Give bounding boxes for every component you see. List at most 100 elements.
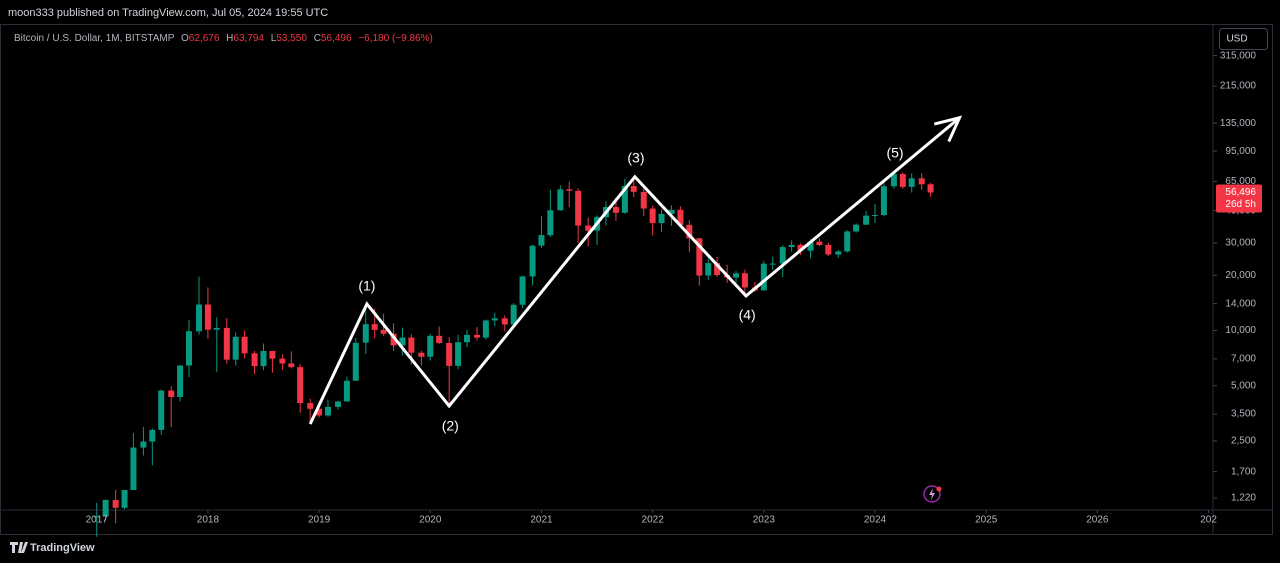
candle-body (223, 327, 230, 360)
candle-body (196, 304, 203, 332)
candle-body (241, 336, 248, 354)
candle-body (668, 209, 675, 214)
candle-body (140, 441, 147, 448)
x-tick-label: 202 (1200, 515, 1217, 526)
legend: Bitcoin / U.S. Dollar, 1M, BITSTAMP O62,… (14, 33, 433, 44)
candle-body (213, 327, 220, 330)
candle-body (279, 358, 286, 364)
candle-body (121, 489, 128, 508)
x-tick-label: 2023 (753, 515, 776, 526)
candle-body (316, 408, 323, 416)
legend-value: 62,676 (189, 33, 220, 44)
legend-key: C (314, 33, 321, 44)
legend-key: O (181, 33, 189, 44)
candle-body (362, 324, 369, 343)
candle-body (918, 178, 925, 185)
y-tick-label: 135,000 (1220, 118, 1257, 129)
candle-body (371, 324, 378, 330)
legend-value: 53,550 (276, 33, 307, 44)
candle-body (612, 207, 619, 213)
candle-body (177, 365, 184, 397)
currency-label[interactable]: USD (1226, 34, 1247, 45)
candle-body (510, 304, 517, 325)
candle-body (251, 353, 258, 367)
arrow-head (933, 115, 963, 143)
candle-body (288, 363, 295, 368)
alert-bolt (929, 488, 935, 500)
candle-body (686, 224, 693, 239)
price-tag-countdown: 26d 5h (1225, 199, 1256, 210)
candle-body (621, 186, 628, 213)
candle-body (204, 304, 211, 330)
candle-body (112, 500, 119, 508)
candle-body (696, 238, 703, 276)
candle-body (529, 245, 536, 277)
candle-body (779, 247, 786, 264)
y-tick-label: 10,000 (1225, 325, 1256, 336)
candle-body (714, 263, 721, 276)
candle-body (872, 215, 879, 217)
wave-label: (1) (358, 278, 375, 294)
x-tick-label: 2020 (419, 515, 442, 526)
y-tick-label: 20,000 (1225, 270, 1256, 281)
candle-body (455, 342, 462, 366)
candle-body (844, 231, 851, 252)
candle-body (649, 208, 656, 224)
candle-body (538, 235, 545, 246)
x-tick-label: 2026 (1086, 515, 1109, 526)
candle-body (899, 173, 906, 187)
candle-body (807, 241, 814, 251)
candle-body (769, 263, 776, 265)
x-tick-label: 2022 (642, 515, 665, 526)
candle-body (519, 276, 526, 305)
candle-body (297, 367, 304, 404)
candle-body (760, 263, 767, 291)
wave-label: (2) (442, 418, 459, 434)
wave-label: (5) (886, 144, 903, 160)
y-tick-label: 65,000 (1225, 176, 1256, 187)
candle-body (307, 403, 314, 409)
candle-body (324, 406, 331, 416)
candle-body (390, 333, 397, 346)
y-tick-label: 5,000 (1231, 380, 1256, 391)
candle-body (149, 429, 156, 442)
candle-body (334, 401, 341, 407)
candle-body (269, 350, 276, 359)
wave-label: (4) (739, 307, 756, 323)
brand: TradingView (30, 542, 95, 554)
candle-body (232, 336, 239, 360)
y-tick-label: 315,000 (1220, 50, 1257, 61)
candle-body (186, 331, 193, 366)
candle-body (93, 516, 100, 518)
alert-dot (936, 486, 942, 492)
y-tick-label: 1,220 (1231, 493, 1256, 504)
price-tag (1216, 184, 1262, 213)
candle-body (168, 390, 175, 397)
y-tick-label: 30,000 (1225, 238, 1256, 249)
candle-body (705, 263, 712, 276)
symbol: Bitcoin / U.S. Dollar, 1M, BITSTAMP (14, 33, 175, 44)
x-tick-label: 2019 (308, 515, 331, 526)
candle-body (427, 335, 434, 357)
candle-body (473, 334, 480, 338)
y-tick-label: 3,500 (1231, 409, 1256, 420)
candle-body (863, 215, 870, 225)
alert-icon[interactable] (923, 485, 941, 503)
y-tick-label: 1,700 (1231, 466, 1256, 477)
currency-button[interactable] (1219, 28, 1268, 50)
y-tick-label: 2,500 (1231, 436, 1256, 447)
wave-label: (3) (627, 149, 644, 165)
overlay: (1) (2) (3) (4) (5) (308, 115, 963, 434)
chart-frame (0, 24, 1273, 535)
candle-body (491, 318, 498, 321)
x-tick-label: 2024 (864, 515, 887, 526)
candle-body (399, 337, 406, 346)
candle-body (890, 173, 897, 187)
y-tick-label: 7,000 (1231, 354, 1256, 365)
candle-body (658, 213, 665, 224)
candle-body (853, 224, 860, 232)
x-tick-label: 2018 (197, 515, 220, 526)
candle-body (482, 320, 489, 338)
candle-body (130, 447, 137, 490)
